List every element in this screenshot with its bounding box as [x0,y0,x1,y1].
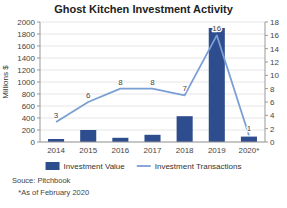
x-axis [40,142,265,143]
x-tick-label: 2015 [79,146,97,155]
y-tick-label: 1200 [17,66,35,75]
grid-line [40,46,265,47]
y2-tick-label: 14 [270,45,279,54]
grid [40,22,265,142]
grid-line [40,70,265,71]
x-tick-label: 2020* [238,146,259,155]
y2-tick-label: 6 [270,98,275,107]
y2-tick-label: 2 [270,125,275,134]
legend-item: Investment Transactions [137,162,242,171]
y2-tick-label: 8 [270,85,275,94]
x-tick-label: 2017 [144,146,162,155]
grid-line [40,94,265,95]
line [56,35,249,135]
legend-label: Investment Value [64,162,126,171]
grid-line [40,118,265,119]
x-tick-label: 2014 [47,146,65,155]
y2-tick-label: 0 [270,138,275,147]
grid-line [40,58,265,59]
y-axis-label: Millions $ [1,65,10,99]
y-tick-label: 1800 [17,30,35,39]
data-label: 7 [182,84,187,93]
grid-line [40,22,265,23]
y-tick-label: 200 [22,126,36,135]
grid-line [40,130,265,131]
y-tick-label: 800 [22,90,36,99]
legend-swatch [46,162,60,170]
grid-line [40,142,265,143]
y2-tick-label: 18 [270,18,279,27]
y-tick-label: 1000 [17,78,35,87]
legend-swatch [137,165,151,167]
marks [48,28,257,142]
y-tick-label: 1400 [17,54,35,63]
bar [112,138,128,142]
bar [241,137,257,142]
bar [177,116,193,142]
data-label: 8 [150,78,155,87]
y-tick-label: 1600 [17,42,35,51]
y-tick-label: 0 [31,138,36,147]
bar [80,130,96,142]
legend: Investment Value Investment Transactions [46,162,242,171]
y2-tick-label: 12 [270,58,279,67]
annotation: Souce: Pitchbook [12,176,71,185]
y2-tick-label: 16 [270,31,279,40]
x-tick-label: 2018 [176,146,194,155]
x-tick-label: 2019 [208,146,226,155]
bar [144,135,160,142]
y-axis [40,22,41,142]
y-tick-label: 2000 [17,18,35,27]
y-tick-label: 600 [22,102,36,111]
data-label: 16 [212,24,221,33]
y-tick-label: 400 [22,114,36,123]
legend-item: Investment Value [46,162,126,171]
title: Ghost Kitchen Investment Activity [54,3,234,15]
annotation: *As of February 2020 [12,188,89,197]
data-label: 1 [247,124,252,133]
y2-tick-label: 10 [270,71,279,80]
y2-axis [265,22,266,142]
data-label: 3 [54,111,59,120]
data-label: 8 [118,78,123,87]
grid-line [40,106,265,107]
data-label: 6 [86,91,91,100]
grid-line [40,34,265,35]
y2-tick-label: 4 [270,111,275,120]
chart: Ghost Kitchen Investment Activity 0 200 400… [0,0,287,208]
legend-label: Investment Transactions [155,162,242,171]
x-tick-label: 2016 [111,146,129,155]
